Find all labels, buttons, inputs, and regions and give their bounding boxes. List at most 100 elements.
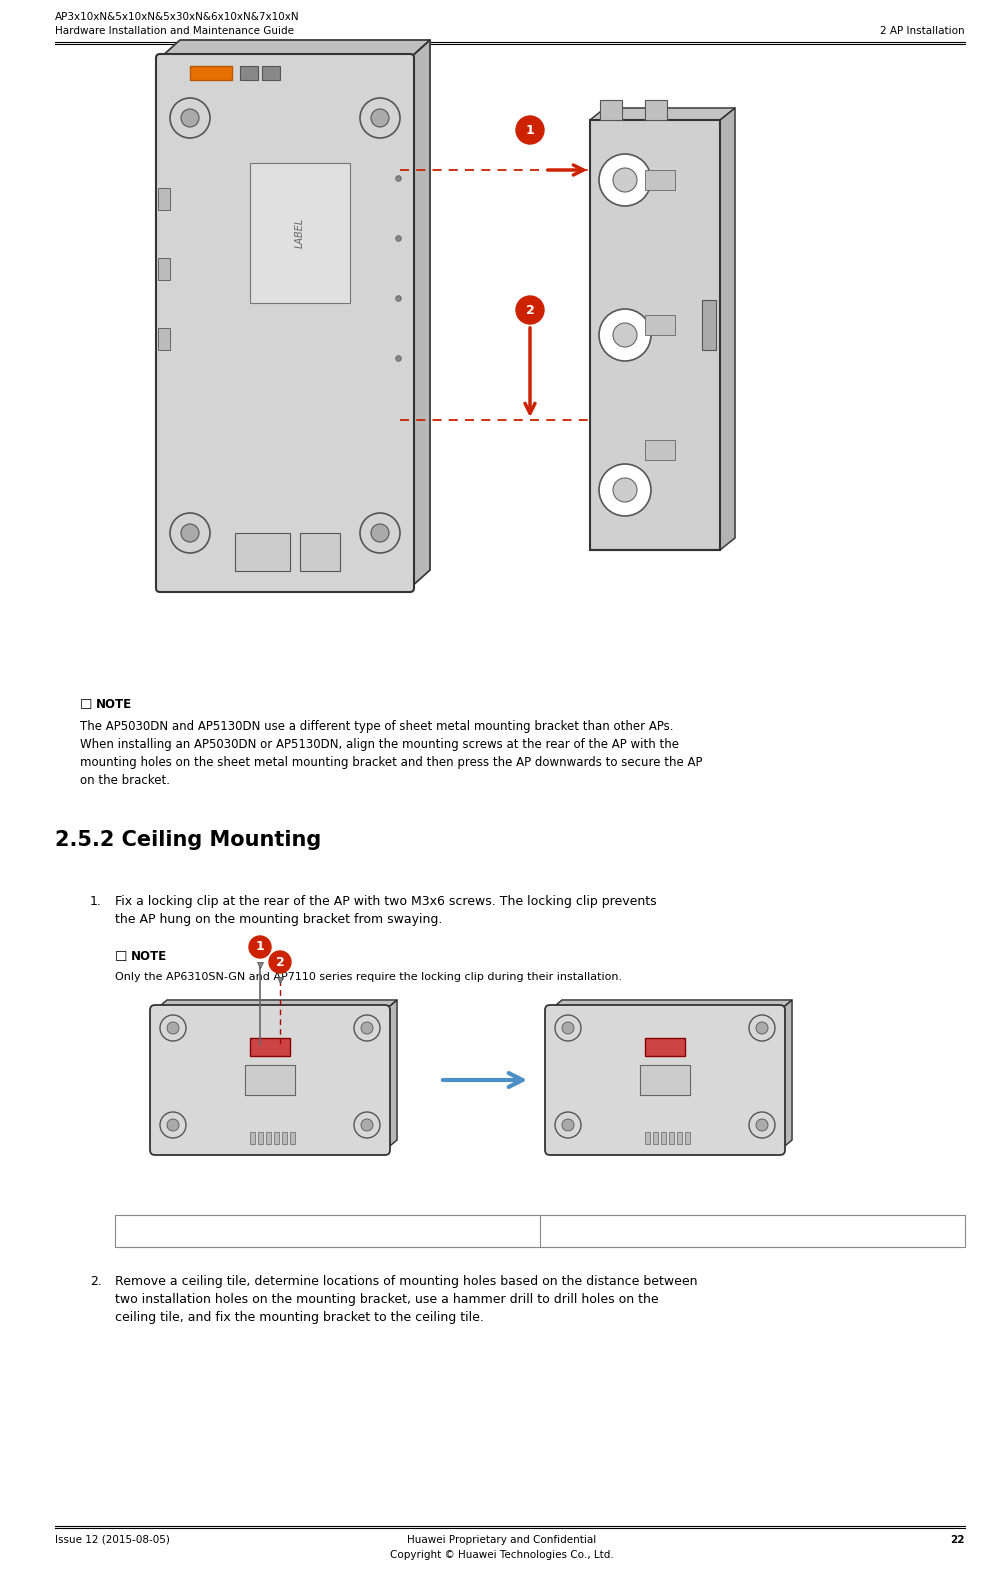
- Text: 1: 1: [255, 940, 264, 953]
- Bar: [702, 300, 716, 350]
- Text: The AP5030DN and AP5130DN use a different type of sheet metal mounting bracket t: The AP5030DN and AP5130DN use a differen…: [80, 721, 702, 787]
- Bar: [235, 532, 290, 571]
- Bar: [262, 66, 280, 80]
- Text: Copyright © Huawei Technologies Co., Ltd.: Copyright © Huawei Technologies Co., Ltd…: [390, 1550, 614, 1561]
- Bar: [677, 1132, 682, 1145]
- Circle shape: [354, 1112, 380, 1138]
- Bar: [240, 66, 258, 80]
- Bar: [158, 188, 170, 210]
- Bar: [685, 1132, 690, 1145]
- Text: NOTE: NOTE: [96, 699, 132, 711]
- Polygon shape: [590, 108, 735, 119]
- Circle shape: [269, 951, 291, 973]
- Text: Hardware Installation and Maintenance Guide: Hardware Installation and Maintenance Gu…: [55, 27, 294, 36]
- Circle shape: [170, 513, 210, 553]
- Text: 2 AP Installation: 2 AP Installation: [880, 27, 965, 36]
- Circle shape: [516, 116, 544, 144]
- Bar: [645, 100, 667, 119]
- Bar: [158, 328, 170, 350]
- FancyBboxPatch shape: [545, 1005, 785, 1156]
- Polygon shape: [720, 108, 735, 550]
- Text: 2: 2: [275, 956, 284, 969]
- Bar: [645, 1038, 685, 1057]
- Text: ☐: ☐: [115, 950, 128, 964]
- Circle shape: [360, 97, 400, 138]
- Text: LABEL: LABEL: [295, 218, 305, 248]
- Text: 1: 1: [526, 124, 535, 137]
- Circle shape: [555, 1112, 581, 1138]
- Bar: [300, 532, 340, 571]
- Bar: [645, 316, 675, 334]
- Text: Fix a locking clip at the rear of the AP with two M3x6 screws. The locking clip : Fix a locking clip at the rear of the AP…: [115, 895, 656, 926]
- Circle shape: [599, 309, 651, 361]
- Text: NOTE: NOTE: [131, 950, 167, 962]
- Text: Remove a ceiling tile, determine locations of mounting holes based on the distan: Remove a ceiling tile, determine locatio…: [115, 1275, 697, 1324]
- Bar: [250, 163, 350, 303]
- Circle shape: [516, 297, 544, 323]
- Polygon shape: [160, 39, 430, 58]
- Circle shape: [361, 1022, 373, 1035]
- Bar: [645, 170, 675, 190]
- Circle shape: [167, 1022, 179, 1035]
- Text: 2. Locking clip: 2. Locking clip: [548, 1225, 632, 1237]
- Circle shape: [756, 1119, 768, 1130]
- Text: 1.: 1.: [90, 895, 102, 907]
- Bar: [274, 1132, 279, 1145]
- Text: 22: 22: [951, 1535, 965, 1545]
- Bar: [653, 1132, 658, 1145]
- Text: AP3x10xN&5x10xN&5x30xN&6x10xN&7x10xN: AP3x10xN&5x10xN&5x30xN&6x10xN&7x10xN: [55, 13, 299, 22]
- Circle shape: [361, 1119, 373, 1130]
- Bar: [645, 1132, 650, 1145]
- Circle shape: [555, 1014, 581, 1041]
- Polygon shape: [780, 1000, 792, 1149]
- Bar: [258, 1132, 263, 1145]
- Circle shape: [249, 936, 271, 958]
- Text: ☐: ☐: [80, 699, 92, 713]
- Circle shape: [160, 1112, 186, 1138]
- Polygon shape: [550, 1000, 792, 1010]
- Bar: [245, 1064, 295, 1094]
- Bar: [266, 1132, 271, 1145]
- Circle shape: [749, 1014, 775, 1041]
- Circle shape: [160, 1014, 186, 1041]
- Text: 2.5.2 Ceiling Mounting: 2.5.2 Ceiling Mounting: [55, 831, 322, 849]
- Text: 2.: 2.: [90, 1275, 102, 1287]
- FancyBboxPatch shape: [150, 1005, 390, 1156]
- Circle shape: [756, 1022, 768, 1035]
- Bar: [250, 1038, 290, 1057]
- Text: Issue 12 (2015-08-05): Issue 12 (2015-08-05): [55, 1535, 170, 1545]
- FancyBboxPatch shape: [156, 53, 414, 592]
- Text: 1. M3x6 screw: 1. M3x6 screw: [123, 1225, 208, 1237]
- Circle shape: [749, 1112, 775, 1138]
- Circle shape: [371, 524, 389, 542]
- Bar: [640, 1064, 690, 1094]
- Bar: [600, 100, 622, 119]
- Bar: [290, 1132, 295, 1145]
- Circle shape: [371, 108, 389, 127]
- Circle shape: [599, 154, 651, 206]
- Circle shape: [167, 1119, 179, 1130]
- Bar: [669, 1132, 674, 1145]
- Bar: [645, 440, 675, 460]
- Bar: [282, 1132, 287, 1145]
- Polygon shape: [155, 1000, 397, 1010]
- Circle shape: [170, 97, 210, 138]
- Bar: [115, 1215, 965, 1247]
- Bar: [590, 119, 720, 550]
- Bar: [190, 66, 232, 80]
- Circle shape: [181, 524, 199, 542]
- Circle shape: [181, 108, 199, 127]
- Text: Huawei Proprietary and Confidential: Huawei Proprietary and Confidential: [407, 1535, 597, 1545]
- Polygon shape: [410, 39, 430, 589]
- Circle shape: [599, 465, 651, 517]
- Text: 2: 2: [526, 303, 535, 317]
- Polygon shape: [385, 1000, 397, 1149]
- Circle shape: [613, 477, 637, 502]
- Text: Only the AP6310SN-GN and AP7110 series require the locking clip during their ins: Only the AP6310SN-GN and AP7110 series r…: [115, 972, 622, 981]
- Bar: [158, 257, 170, 279]
- Circle shape: [562, 1119, 574, 1130]
- Circle shape: [354, 1014, 380, 1041]
- Circle shape: [613, 168, 637, 192]
- Circle shape: [562, 1022, 574, 1035]
- Bar: [250, 1132, 255, 1145]
